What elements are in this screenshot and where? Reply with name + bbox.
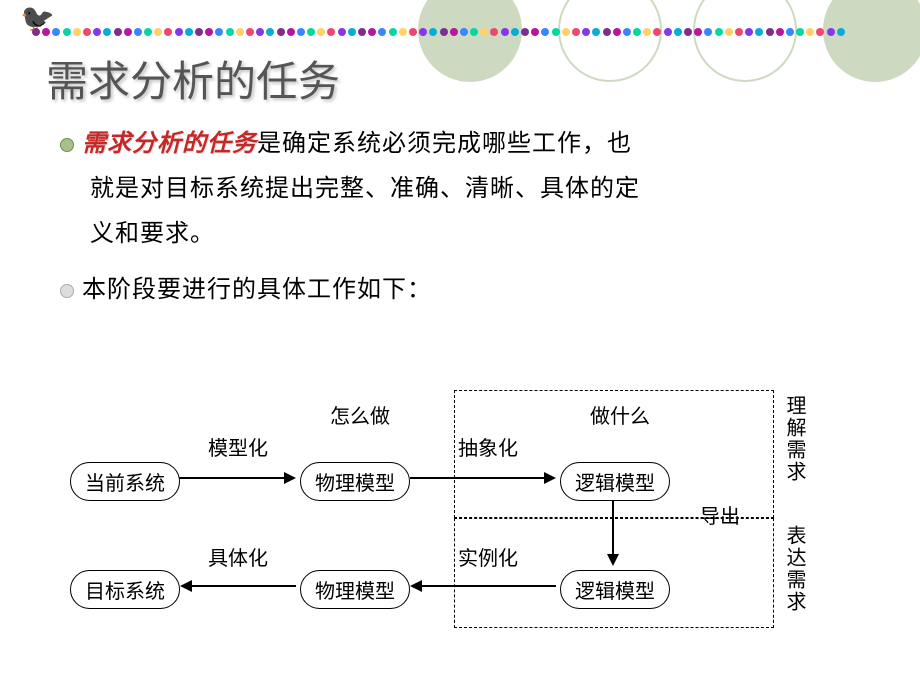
bg-circle	[558, 0, 662, 82]
arrow	[410, 580, 422, 592]
flow-vlabel: 理解需求	[780, 395, 809, 483]
flow-node: 物理模型	[300, 462, 410, 501]
arrow	[612, 496, 614, 556]
arrow	[190, 585, 296, 587]
flow-node: 物理模型	[300, 570, 410, 609]
bullet-1-line3: 义和要求。	[90, 212, 890, 258]
flow-label: 具体化	[208, 542, 268, 571]
arrow	[180, 580, 192, 592]
arrow	[420, 585, 556, 587]
flow-node: 当前系统	[70, 462, 180, 501]
flow-label: 做什么	[590, 400, 650, 429]
bullet-1-text-a: 是确定系统必须完成哪些工作，也	[257, 131, 632, 157]
flow-label: 模型化	[208, 432, 268, 461]
arrow	[607, 554, 619, 566]
arrow	[410, 477, 546, 479]
bg-circle	[693, 0, 797, 82]
flow-node: 目标系统	[70, 570, 180, 609]
bullet-1: 需求分析的任务是确定系统必须完成哪些工作，也	[60, 122, 880, 168]
flowchart: 当前系统物理模型逻辑模型逻辑模型物理模型目标系统模型化怎么做抽象化做什么导出实例…	[0, 370, 920, 670]
flow-label: 导出	[700, 500, 740, 529]
bg-circle	[823, 0, 920, 82]
page-title: 需求分析的任务	[46, 48, 340, 109]
bullet-1-emphasis: 需求分析的任务	[82, 131, 257, 157]
arrow	[284, 472, 296, 484]
arrow	[544, 472, 556, 484]
bg-circle	[418, 0, 522, 82]
bullet-2: 本阶段要进行的具体工作如下：	[60, 268, 880, 314]
bullet-2-text: 本阶段要进行的具体工作如下：	[82, 277, 432, 303]
arrow	[176, 477, 286, 479]
flow-node: 逻辑模型	[560, 570, 670, 609]
bullet-dot-icon	[60, 284, 74, 298]
bullet-1-line2: 就是对目标系统提出完整、准确、清晰、具体的定	[90, 167, 890, 213]
flow-label: 抽象化	[458, 432, 518, 461]
decor-border	[32, 28, 862, 32]
flow-vlabel: 表达需求	[780, 525, 809, 613]
flow-label: 实例化	[458, 542, 518, 571]
bullet-dot-icon	[60, 138, 74, 152]
flow-label: 怎么做	[330, 400, 390, 429]
flow-node: 逻辑模型	[560, 462, 670, 501]
